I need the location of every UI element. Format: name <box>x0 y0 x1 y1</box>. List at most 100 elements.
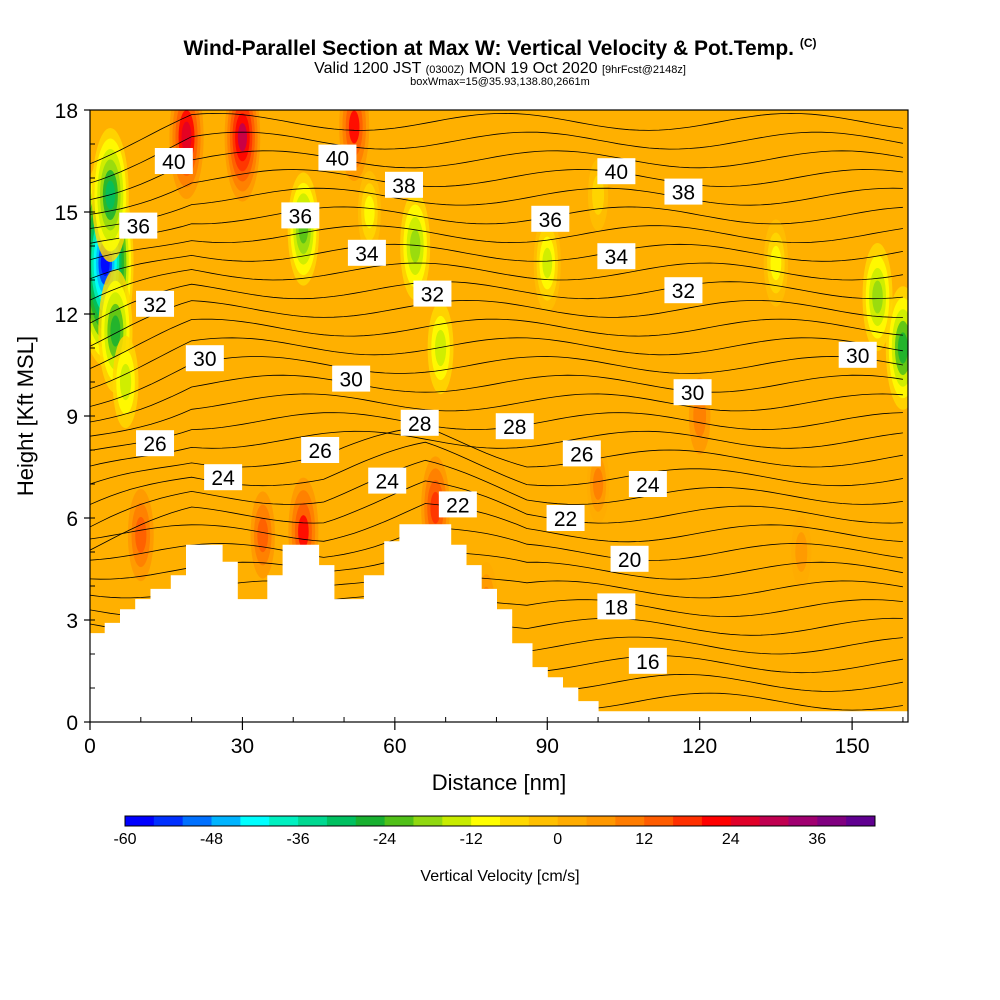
contour-label: 34 <box>597 243 635 269</box>
colorbar-tick-label: -36 <box>287 831 310 848</box>
colorbar-tick-label: -60 <box>113 831 136 848</box>
contour-label-text: 22 <box>446 494 469 517</box>
contour-label: 40 <box>597 158 635 184</box>
contour-label: 16 <box>629 648 667 674</box>
contour-label: 30 <box>674 379 712 405</box>
contour-label: 28 <box>496 413 534 439</box>
colorbar-swatch <box>240 816 269 826</box>
contour-label: 40 <box>155 148 193 174</box>
colorbar-swatch <box>615 816 644 826</box>
contour-label: 30 <box>332 366 370 392</box>
contour-label-text: 34 <box>605 246 629 269</box>
contour-label: 36 <box>281 202 319 228</box>
y-tick-label: 12 <box>55 304 78 327</box>
contour-label-text: 36 <box>127 216 150 239</box>
colorbar-swatch <box>298 816 327 826</box>
contour-label-text: 34 <box>355 243 379 266</box>
x-tick-label: 120 <box>682 735 717 758</box>
contour-label-text: 20 <box>618 549 641 572</box>
y-axis-label: Height [Kft MSL] <box>13 336 38 496</box>
colorbar-tick-label: 24 <box>722 831 740 848</box>
colorbar-swatch <box>183 816 212 826</box>
contour-label: 24 <box>204 464 242 490</box>
colorbar-swatch <box>644 816 673 826</box>
contour-label-text: 30 <box>846 345 869 368</box>
velocity-cell <box>771 246 782 280</box>
plot-area: 40 40 40 38 38 36 36 36 34 34 32 32 32 30 30 30 30 28 28 26… <box>77 73 920 722</box>
contour-label-text: 24 <box>376 471 400 494</box>
contour-label: 32 <box>136 291 174 317</box>
contour-label-text: 36 <box>289 205 312 228</box>
contour-label-text: 38 <box>392 175 415 198</box>
velocity-cell <box>898 332 908 363</box>
contour-label: 24 <box>629 471 667 497</box>
contour-label: 32 <box>664 277 702 303</box>
contour-label-text: 36 <box>539 209 562 232</box>
velocity-cell <box>135 517 146 553</box>
contour-label: 34 <box>348 240 386 266</box>
colorbar-swatch <box>760 816 789 826</box>
colorbar-tick-label: 36 <box>808 831 826 848</box>
velocity-cell <box>872 281 883 314</box>
contour-label: 22 <box>439 491 477 517</box>
colorbar-tick-label: -12 <box>460 831 483 848</box>
chart-canvas: 40 40 40 38 38 36 36 36 34 34 32 32 32 30 30 30 30 28 28 26… <box>0 0 1000 1000</box>
colorbar-label: Vertical Velocity [cm/s] <box>420 868 579 885</box>
x-tick-label: 0 <box>84 735 96 758</box>
contour-label: 26 <box>563 440 601 466</box>
velocity-cell <box>349 111 360 144</box>
contour-label-text: 40 <box>605 161 628 184</box>
colorbar-swatch <box>673 816 702 826</box>
contour-label-text: 32 <box>672 280 695 303</box>
colorbar-swatch <box>327 816 356 826</box>
velocity-cell <box>593 468 603 500</box>
contour-label-text: 28 <box>408 413 431 436</box>
x-tick-label: 60 <box>383 735 406 758</box>
contour-label-text: 40 <box>326 148 349 171</box>
y-tick-label: 6 <box>66 508 78 531</box>
contour-label: 28 <box>401 410 439 436</box>
contour-label-text: 30 <box>339 369 362 392</box>
colorbar-swatch <box>529 816 558 826</box>
colorbar-swatch <box>731 816 760 826</box>
contour-label-text: 26 <box>308 440 331 463</box>
velocity-cell <box>120 364 131 400</box>
contour-label-text: 40 <box>162 151 185 174</box>
contour-label-text: 38 <box>672 182 695 205</box>
contour-label: 38 <box>385 172 423 198</box>
x-tick-label: 90 <box>536 735 559 758</box>
colorbar-tick-label: -24 <box>373 831 396 848</box>
colorbar-swatch <box>413 816 442 826</box>
colorbar: -60 -48 -36 -24 -12 0 12 24 36 Vertical Velocity … <box>113 816 875 885</box>
colorbar-swatch <box>702 816 731 826</box>
velocity-cell <box>795 532 807 572</box>
contour-label-text: 26 <box>143 433 166 456</box>
colorbar-tick-label: 0 <box>553 831 562 848</box>
velocity-cell <box>542 248 552 278</box>
contour-label: 32 <box>413 281 451 307</box>
colorbar-tick-label: 12 <box>635 831 653 848</box>
contour-label: 20 <box>611 546 649 572</box>
colorbar-swatch <box>269 816 298 826</box>
contour-label: 36 <box>119 213 157 239</box>
velocity-cell <box>364 196 374 229</box>
contour-label: 22 <box>547 505 585 531</box>
contour-label-text: 22 <box>554 508 577 531</box>
velocity-cell <box>298 515 309 548</box>
colorbar-swatch <box>125 816 154 826</box>
contour-label-text: 30 <box>681 382 704 405</box>
contour-label-text: 32 <box>143 294 166 317</box>
contour-label: 40 <box>318 145 356 171</box>
colorbar-swatch <box>471 816 500 826</box>
contour-label-text: 30 <box>193 348 216 371</box>
contour-label: 26 <box>301 437 339 463</box>
contour-label: 36 <box>531 206 569 232</box>
y-tick-label: 9 <box>66 406 78 429</box>
colorbar-swatch <box>558 816 587 826</box>
contour-label: 30 <box>186 345 224 371</box>
contour-label: 30 <box>839 342 877 368</box>
x-tick-label: 150 <box>835 735 870 758</box>
colorbar-swatch <box>442 816 471 826</box>
colorbar-swatch <box>846 816 875 826</box>
colorbar-tick-label: -48 <box>200 831 223 848</box>
